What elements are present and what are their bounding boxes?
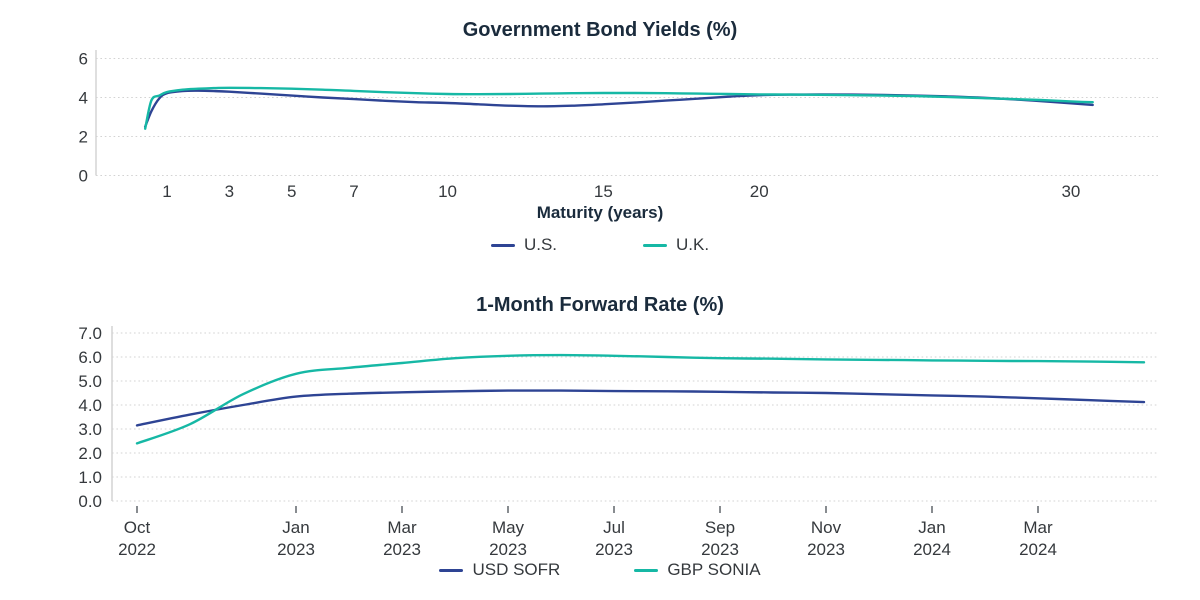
y-tick-label: 6: [79, 50, 88, 69]
x-tick-label: 1: [162, 182, 171, 201]
legend-label-uk: U.K.: [676, 235, 710, 254]
y-tick-label: 2.0: [78, 444, 102, 463]
x-tick-month: Jan: [282, 518, 309, 537]
forward-rate-legend: USD SOFR GBP SONIA: [0, 560, 1200, 580]
x-tick-label: 30: [1061, 182, 1080, 201]
x-tick-month: Nov: [811, 518, 842, 537]
y-tick-label: 1.0: [78, 468, 102, 487]
line-GBP SONIA: [135, 353, 1146, 445]
bond-yields-plot: 0 2 4 6 1 3 5 7 10 15 20 30: [79, 50, 1158, 201]
maturity-axis-label: Maturity (years): [536, 203, 664, 222]
us-line-swatch: [490, 243, 515, 247]
forward-rate-plot: 0.0 1.0 2.0 3.0 4.0 5.0 6.0 7.0 Oct 2022 Jan 2023 Ma…: [78, 324, 1158, 559]
x-tick-label: 7: [349, 182, 358, 201]
line-USD SOFR: [135, 389, 1146, 427]
x-tick-year: 2023: [383, 540, 421, 559]
y-tick-label: 5.0: [78, 372, 102, 391]
forward-rate-title: 1-Month Forward Rate (%): [476, 294, 724, 316]
y-tick-label: 2: [79, 128, 88, 147]
x-tick-month: Jul: [603, 518, 625, 537]
bond-yields-title: Government Bond Yields (%): [462, 19, 738, 41]
x-tick-label: 3: [225, 182, 234, 201]
x-tick-year: 2023: [807, 540, 845, 559]
legend-label-gbp-sonia: GBP SONIA: [667, 560, 761, 579]
legend-item-usd-sofr: USD SOFR: [439, 560, 560, 580]
bond-yields-legend: U.S. U.K.: [0, 235, 1200, 255]
uk-line-swatch: [643, 243, 667, 247]
x-tick-label: 10: [438, 182, 457, 201]
legend-label-us: U.S.: [523, 235, 557, 254]
x-tick-month: Oct: [124, 518, 151, 537]
x-tick-year: 2023: [595, 540, 633, 559]
x-tick-month: May: [492, 518, 525, 537]
x-tick-year: 2024: [1019, 540, 1057, 559]
x-tick-month: Mar: [387, 518, 417, 537]
y-tick-label: 7.0: [78, 324, 102, 343]
legend-item-uk: U.K.: [643, 235, 709, 255]
x-tick-year: 2023: [277, 540, 315, 559]
legend-label-usd-sofr: USD SOFR: [472, 560, 561, 579]
x-tick-year: 2022: [118, 540, 156, 559]
x-tick-year: 2024: [913, 540, 951, 559]
usd-sofr-line-swatch: [439, 568, 464, 572]
x-tick-month: Mar: [1023, 518, 1053, 537]
x-tick-label: 15: [594, 182, 613, 201]
gbp-sonia-line-swatch: [634, 568, 659, 572]
x-tick-month: Sep: [705, 518, 735, 537]
legend-item-gbp-sonia: GBP SONIA: [634, 560, 761, 580]
y-tick-label: 6.0: [78, 348, 102, 367]
x-tick-label: 20: [750, 182, 769, 201]
line-U.K.: [143, 86, 1094, 130]
x-tick-year: 2023: [701, 540, 739, 559]
y-tick-label: 3.0: [78, 420, 102, 439]
x-tick-year: 2023: [489, 540, 527, 559]
x-tick-month: Jan: [918, 518, 945, 537]
legend-item-us: U.S.: [490, 235, 557, 255]
y-tick-label: 4: [79, 89, 88, 108]
y-tick-label: 0.0: [78, 492, 102, 511]
y-tick-label: 0: [79, 167, 88, 186]
y-tick-label: 4.0: [78, 396, 102, 415]
x-tick-label: 5: [287, 182, 296, 201]
